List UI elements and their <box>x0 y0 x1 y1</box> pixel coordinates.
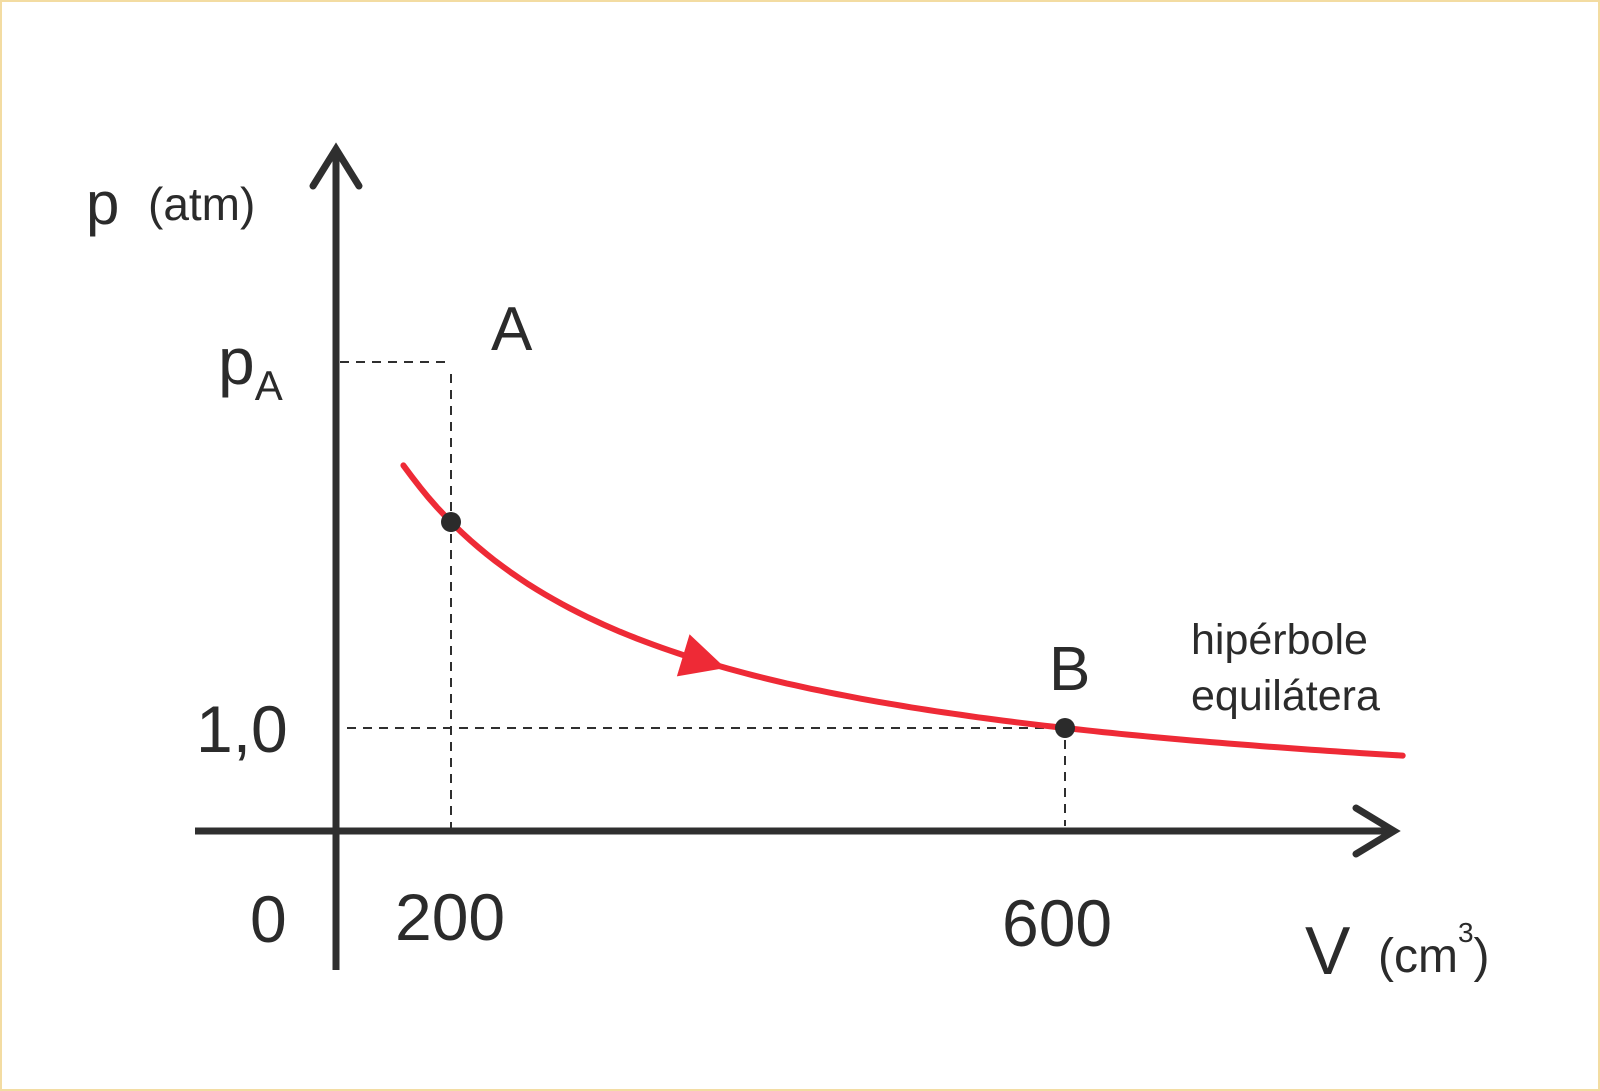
x-tick-600: 600 <box>1002 886 1112 960</box>
y-axis-variable: p <box>86 170 119 237</box>
y-tick-one: 1,0 <box>196 692 288 766</box>
x-axis-unit: (cm3) <box>1378 917 1490 983</box>
x-tick-200: 200 <box>395 880 505 954</box>
point-b-label: B <box>1049 635 1090 704</box>
point-b <box>1055 718 1075 738</box>
point-a <box>441 512 461 532</box>
origin-label: 0 <box>250 882 287 956</box>
y-axis-unit: (atm) <box>148 178 255 230</box>
isotherm-curve <box>400 462 1406 759</box>
x-axis-variable: V <box>1305 913 1351 989</box>
y-axis-arrowhead <box>309 142 363 190</box>
curve-label-line1: hipérbole <box>1191 616 1368 664</box>
direction-arrow-icon <box>676 634 726 677</box>
y-tick-pa: pA <box>218 324 283 409</box>
x-axis-arrowhead <box>1352 804 1401 858</box>
point-a-label: A <box>491 295 533 364</box>
curve-label-line2: equilátera <box>1191 672 1380 720</box>
